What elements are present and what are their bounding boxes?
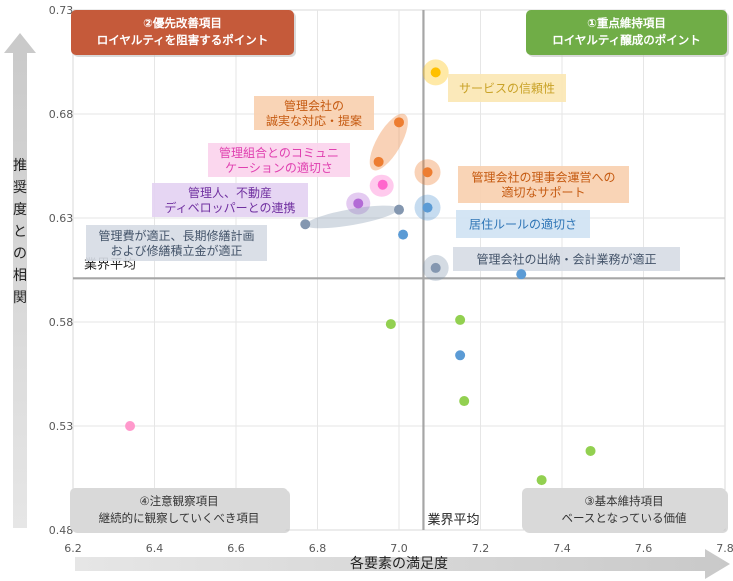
- quadrant-box-fill: [526, 10, 727, 55]
- y-tick-label: 0.63: [49, 212, 74, 225]
- quadrant-box-subtitle: ロイヤルティ醸成のポイント: [552, 33, 700, 47]
- x-tick-label: 6.4: [146, 542, 164, 555]
- data-point: [394, 204, 404, 215]
- data-point: [536, 475, 547, 486]
- callout-bg: [152, 183, 308, 217]
- data-point: [430, 67, 441, 78]
- x-axis-arrow: [75, 549, 730, 579]
- data-point: [459, 396, 470, 407]
- data-point: [422, 167, 433, 178]
- y-tick-label: 0.53: [49, 420, 74, 433]
- quadrant-box-title: ④注意観察項目: [139, 494, 218, 508]
- data-point: [455, 314, 466, 325]
- industry-average-x-label: 業界平均: [427, 512, 479, 528]
- callout-text: 管理会社の出納・会計業務が適正: [476, 252, 656, 267]
- x-tick-label: 7.6: [635, 542, 653, 555]
- data-point: [430, 262, 441, 273]
- point-layer: [125, 67, 596, 486]
- callout-suitou: 管理会社の出納・会計業務が適正: [453, 247, 680, 271]
- data-point: [377, 179, 388, 190]
- callout-bg: [448, 74, 566, 102]
- quadrant-box-title: ③基本維持項目: [584, 494, 663, 508]
- callout-text: 管理会社の: [284, 98, 344, 113]
- callout-layer: サービスの信頼性管理会社の誠実な対応・提案管理組合とのコミュニケーションの適切さ…: [86, 74, 680, 271]
- x-tick-label: 7.0: [390, 542, 408, 555]
- x-tick-label: 6.2: [64, 542, 82, 555]
- callout-kyoju: 居住ルールの適切さ: [456, 210, 590, 238]
- data-point: [585, 445, 596, 456]
- x-axis-title: 各要素の満足度: [350, 556, 448, 572]
- data-point: [300, 219, 311, 230]
- data-point: [516, 269, 527, 280]
- callout-text: サービスの信頼性: [459, 82, 555, 96]
- callout-text: 適切なサポート: [501, 185, 585, 200]
- callout-bg: [86, 225, 267, 261]
- callout-text: 管理費が適正、長期修繕計画: [98, 228, 254, 243]
- y-tick-label: 0.58: [49, 316, 74, 329]
- highlight-seijitsu: [369, 113, 408, 171]
- data-point: [398, 229, 409, 240]
- callout-text: ディベロッパーとの連携: [164, 200, 295, 215]
- x-tick-label: 7.2: [472, 542, 490, 555]
- y-tick-label: 0.73: [49, 4, 74, 17]
- data-point: [353, 198, 364, 209]
- callout-bg: [456, 210, 590, 238]
- quadrant-box-subtitle: 継続的に観察していくべき項目: [99, 511, 260, 525]
- data-point: [394, 117, 404, 128]
- callout-text: 居住ルールの適切さ: [469, 217, 577, 232]
- callout-bg: [453, 247, 680, 271]
- y-tick-label: 0.48: [49, 524, 74, 537]
- tick-label-layer: 6.2 6.4 6.6 6.8 7.0 7.2 7.4 7.6 7.8 0.48 0.53 0.58 0…: [49, 4, 733, 555]
- callout-bg: [208, 143, 350, 177]
- callout-bg: [458, 166, 629, 203]
- data-point: [422, 202, 433, 213]
- callout-bg: [254, 96, 374, 130]
- callout-text: 誠実な対応・提案: [266, 113, 362, 128]
- callout-text: 管理会社の理事会運営への: [471, 170, 615, 185]
- data-point: [455, 350, 466, 361]
- quadrant-box-title: ①重点維持項目: [587, 16, 666, 30]
- x-tick-label: 6.8: [309, 542, 327, 555]
- y-tick-label: 0.68: [49, 108, 74, 121]
- callout-text: ケーションの適切さ: [225, 160, 333, 175]
- x-tick-label: 7.8: [716, 542, 733, 555]
- y-axis-arrow: [4, 33, 36, 528]
- data-point: [373, 156, 384, 167]
- callout-text: および修繕積立金が適正: [110, 243, 242, 258]
- data-point: [385, 319, 396, 330]
- quadrant-box-fill: [70, 488, 288, 531]
- callout-shinrai: サービスの信頼性: [448, 74, 566, 102]
- x-tick-label: 6.6: [227, 542, 245, 555]
- callout-text: 管理人、不動産: [188, 185, 272, 200]
- quadrant-box-fill: [71, 10, 294, 55]
- data-point: [125, 421, 136, 431]
- quadrant-box-subtitle: ベースとなっている価値: [561, 511, 687, 525]
- quadrant-box-title: ②優先改善項目: [143, 16, 222, 30]
- y-axis-title: 推奨度との相関: [13, 158, 27, 306]
- x-tick-label: 7.4: [553, 542, 571, 555]
- highlight-kanrihi: [305, 205, 399, 229]
- callout-text: 管理組合とのコミュニ: [219, 145, 339, 160]
- quadrant-box-subtitle: ロイヤルティを阻害するポイント: [97, 33, 268, 47]
- quadrant-box-fill: [522, 488, 726, 531]
